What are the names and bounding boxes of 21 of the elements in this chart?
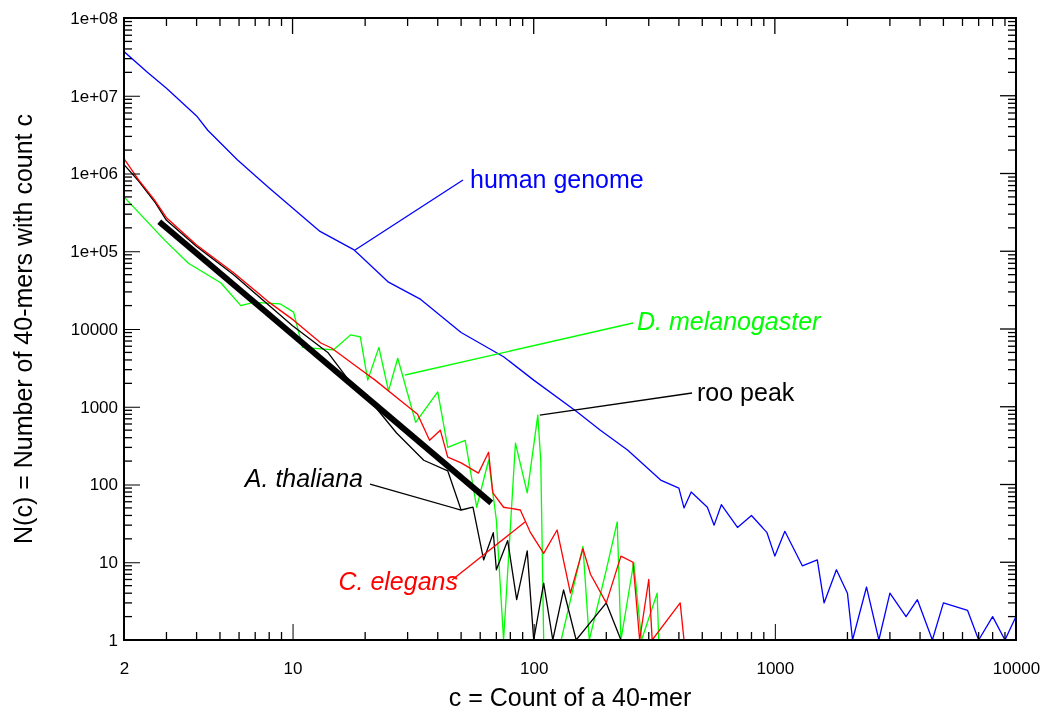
y-tick-label: 100 xyxy=(89,475,118,495)
annotation: roo peak xyxy=(697,378,795,406)
x-tick-label: 1000 xyxy=(756,659,795,679)
x-axis-title: c = Count of a 40-mer xyxy=(448,683,692,711)
y-tick-label: 1e+06 xyxy=(70,164,118,184)
y-tick-label: 1e+08 xyxy=(70,8,118,28)
y-axis-title: N(c) = Number of 40-mers with count c xyxy=(9,114,37,544)
y-tick-label: 1e+07 xyxy=(70,86,118,106)
text: D. melanogaster xyxy=(637,307,823,335)
y-tick-label: 10 xyxy=(99,553,118,573)
y-tick-label: 10000 xyxy=(70,319,118,339)
x-tick-label: 2 xyxy=(119,659,130,679)
x-tick-label: 10000 xyxy=(992,659,1041,679)
text: human genome xyxy=(470,165,644,193)
y-tick-label: 1 xyxy=(108,630,118,650)
y-tick-label: 1e+05 xyxy=(70,242,118,262)
text: C. elegans xyxy=(338,567,458,595)
x-tick-label: 100 xyxy=(520,659,549,679)
series-label: A. thaliana xyxy=(242,464,364,492)
x-tick-label: 10 xyxy=(283,659,303,679)
y-tick-label: 1000 xyxy=(80,397,118,417)
